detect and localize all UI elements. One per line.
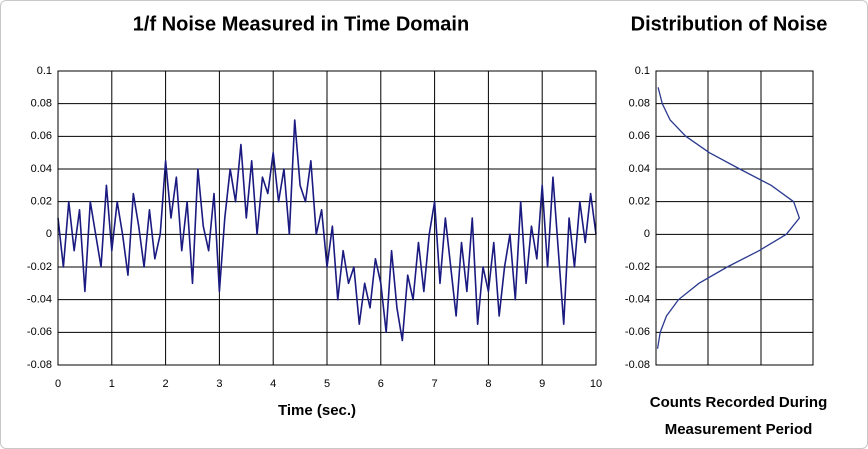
- x-tick-label: 2: [163, 378, 169, 390]
- y-tick-label: -0.08: [27, 359, 52, 371]
- y-tick-label: -0.04: [625, 294, 650, 306]
- x-axis-label: Time (sec.): [278, 402, 356, 419]
- x-tick-label: 6: [378, 378, 384, 390]
- y-tick-label: 0.06: [31, 130, 52, 142]
- y-tick-label: 0.08: [629, 98, 650, 110]
- y-tick-label: 0: [46, 228, 52, 240]
- x-tick-label: 9: [539, 378, 545, 390]
- x-tick-label: 3: [216, 378, 222, 390]
- noise-line: [57, 119, 597, 342]
- y-tick-label: 0.04: [629, 163, 650, 175]
- distribution-curve: [656, 87, 801, 349]
- y-tick-label: 0.02: [629, 196, 650, 208]
- y-tick-label: -0.02: [625, 261, 650, 273]
- x-tick-label: 4: [270, 378, 276, 390]
- x-tick-label: 1: [109, 378, 115, 390]
- y-tick-label: 0.1: [37, 65, 52, 77]
- chart-title: 1/f Noise Measured in Time Domain: [133, 13, 469, 35]
- vertical-grid: [707, 71, 762, 365]
- y-tick-label: -0.06: [625, 326, 650, 338]
- y-tick-label: -0.04: [27, 294, 52, 306]
- y-tick-label: 0.04: [31, 163, 52, 175]
- plot-frame: [57, 70, 597, 366]
- y-tick-label: -0.08: [625, 359, 650, 371]
- x-axis-label: Counts Recorded During Measurement Perio…: [649, 394, 828, 438]
- plot-frame: [655, 70, 814, 366]
- y-tick-label: 0.1: [635, 65, 650, 77]
- y-tick-label: -0.06: [27, 326, 52, 338]
- x-tick-label: 8: [485, 378, 491, 390]
- y-tick-label: 0.08: [31, 98, 52, 110]
- x-tick-label: 10: [590, 378, 602, 390]
- chart-title: Distribution of Noise: [631, 13, 828, 35]
- x-tick-label: 5: [324, 378, 330, 390]
- x-tick-label: 7: [432, 378, 438, 390]
- x-tick-label: 0: [55, 378, 61, 390]
- y-tick-label: 0: [644, 228, 650, 240]
- y-tick-label: 0.02: [31, 196, 52, 208]
- y-tick-label: -0.02: [27, 261, 52, 273]
- y-tick-label: 0.06: [629, 130, 650, 142]
